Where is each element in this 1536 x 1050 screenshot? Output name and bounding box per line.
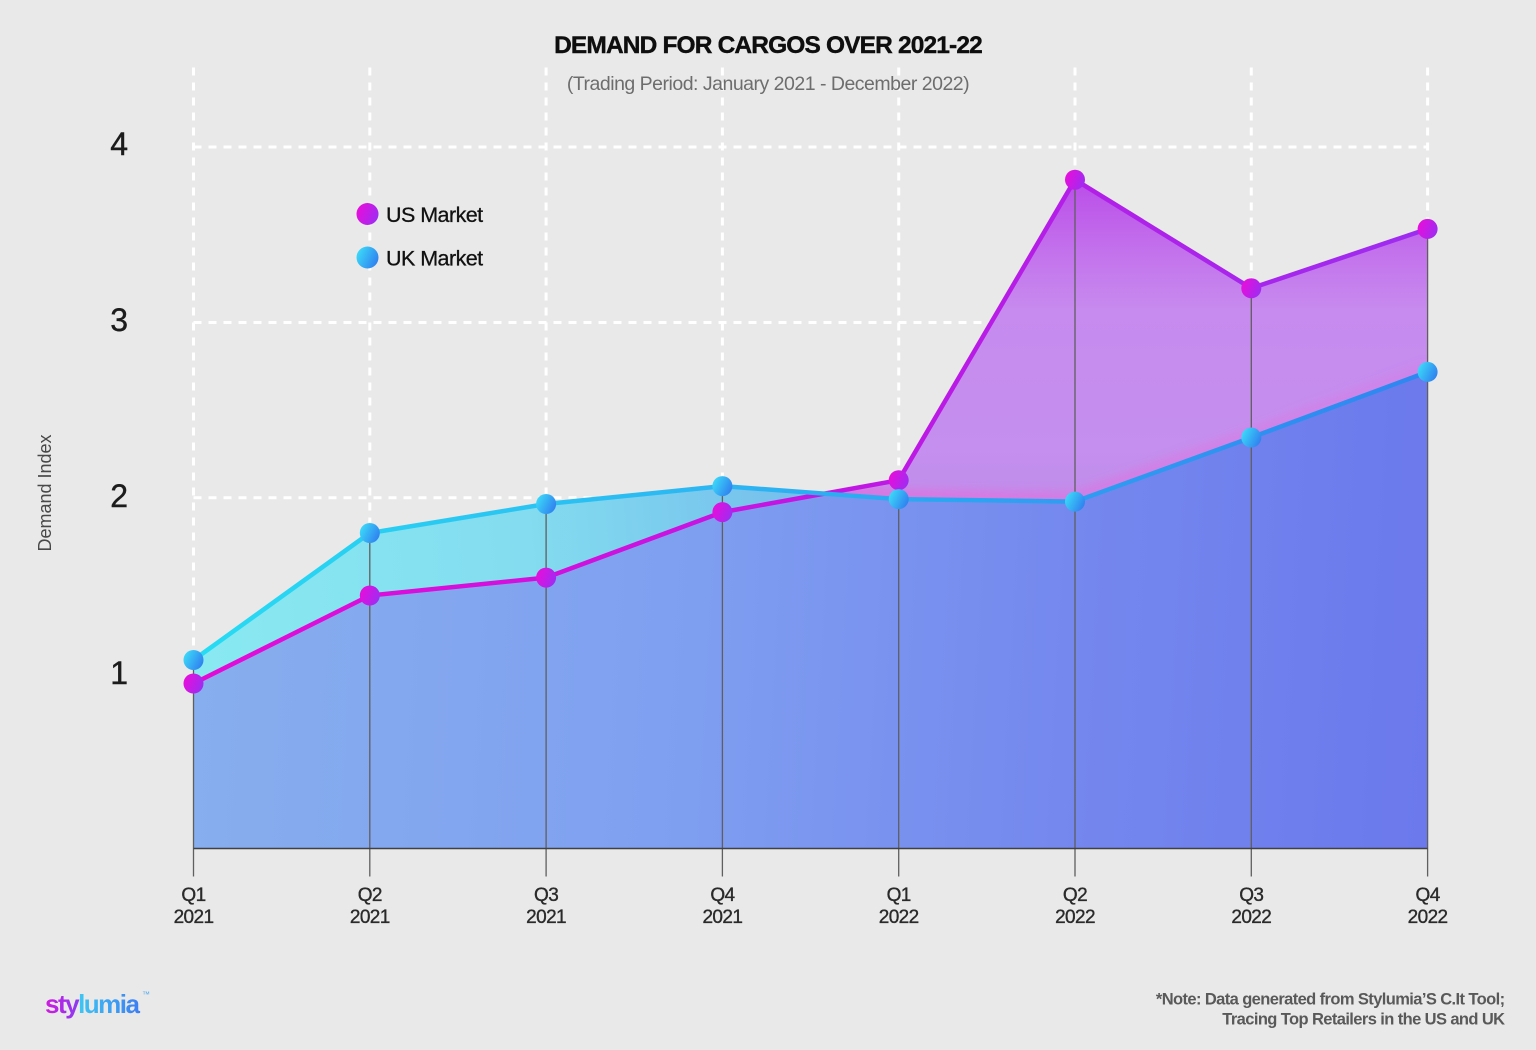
svg-text:™: ™: [142, 990, 150, 999]
svg-text:Q2: Q2: [358, 885, 382, 906]
svg-text:Q3: Q3: [1239, 885, 1263, 906]
svg-text:2021: 2021: [350, 907, 390, 928]
svg-text:Q4: Q4: [710, 885, 735, 906]
svg-text:2021: 2021: [174, 907, 214, 928]
svg-text:2021: 2021: [702, 907, 742, 928]
svg-text:stylumia: stylumia: [45, 989, 141, 1019]
svg-text:2022: 2022: [1055, 907, 1095, 928]
svg-text:1: 1: [110, 655, 128, 691]
svg-text:Q2: Q2: [1063, 885, 1087, 906]
svg-text:*Note: Data generated from Sty: *Note: Data generated from Stylumia’S C.…: [1156, 991, 1505, 1009]
svg-text:(Trading Period: January 2021: (Trading Period: January 2021 - December…: [567, 73, 969, 95]
svg-text:2021: 2021: [526, 907, 566, 928]
svg-text:UK Market: UK Market: [386, 247, 483, 271]
svg-text:US Market: US Market: [386, 203, 483, 227]
svg-text:2022: 2022: [879, 907, 919, 928]
svg-text:Demand Index: Demand Index: [35, 434, 55, 551]
svg-text:2022: 2022: [1231, 907, 1271, 928]
svg-text:Tracing Top Retailers in the U: Tracing Top Retailers in the US and UK: [1222, 1011, 1505, 1029]
svg-text:Q1: Q1: [181, 885, 205, 906]
svg-text:3: 3: [110, 302, 128, 338]
svg-text:2022: 2022: [1408, 907, 1448, 928]
svg-text:Q3: Q3: [534, 885, 558, 906]
svg-text:2: 2: [110, 478, 128, 514]
svg-text:Q1: Q1: [887, 885, 911, 906]
svg-text:Q4: Q4: [1416, 885, 1441, 906]
svg-text:4: 4: [110, 126, 128, 162]
svg-text:DEMAND FOR CARGOS OVER 2021-22: DEMAND FOR CARGOS OVER 2021-22: [554, 32, 982, 59]
